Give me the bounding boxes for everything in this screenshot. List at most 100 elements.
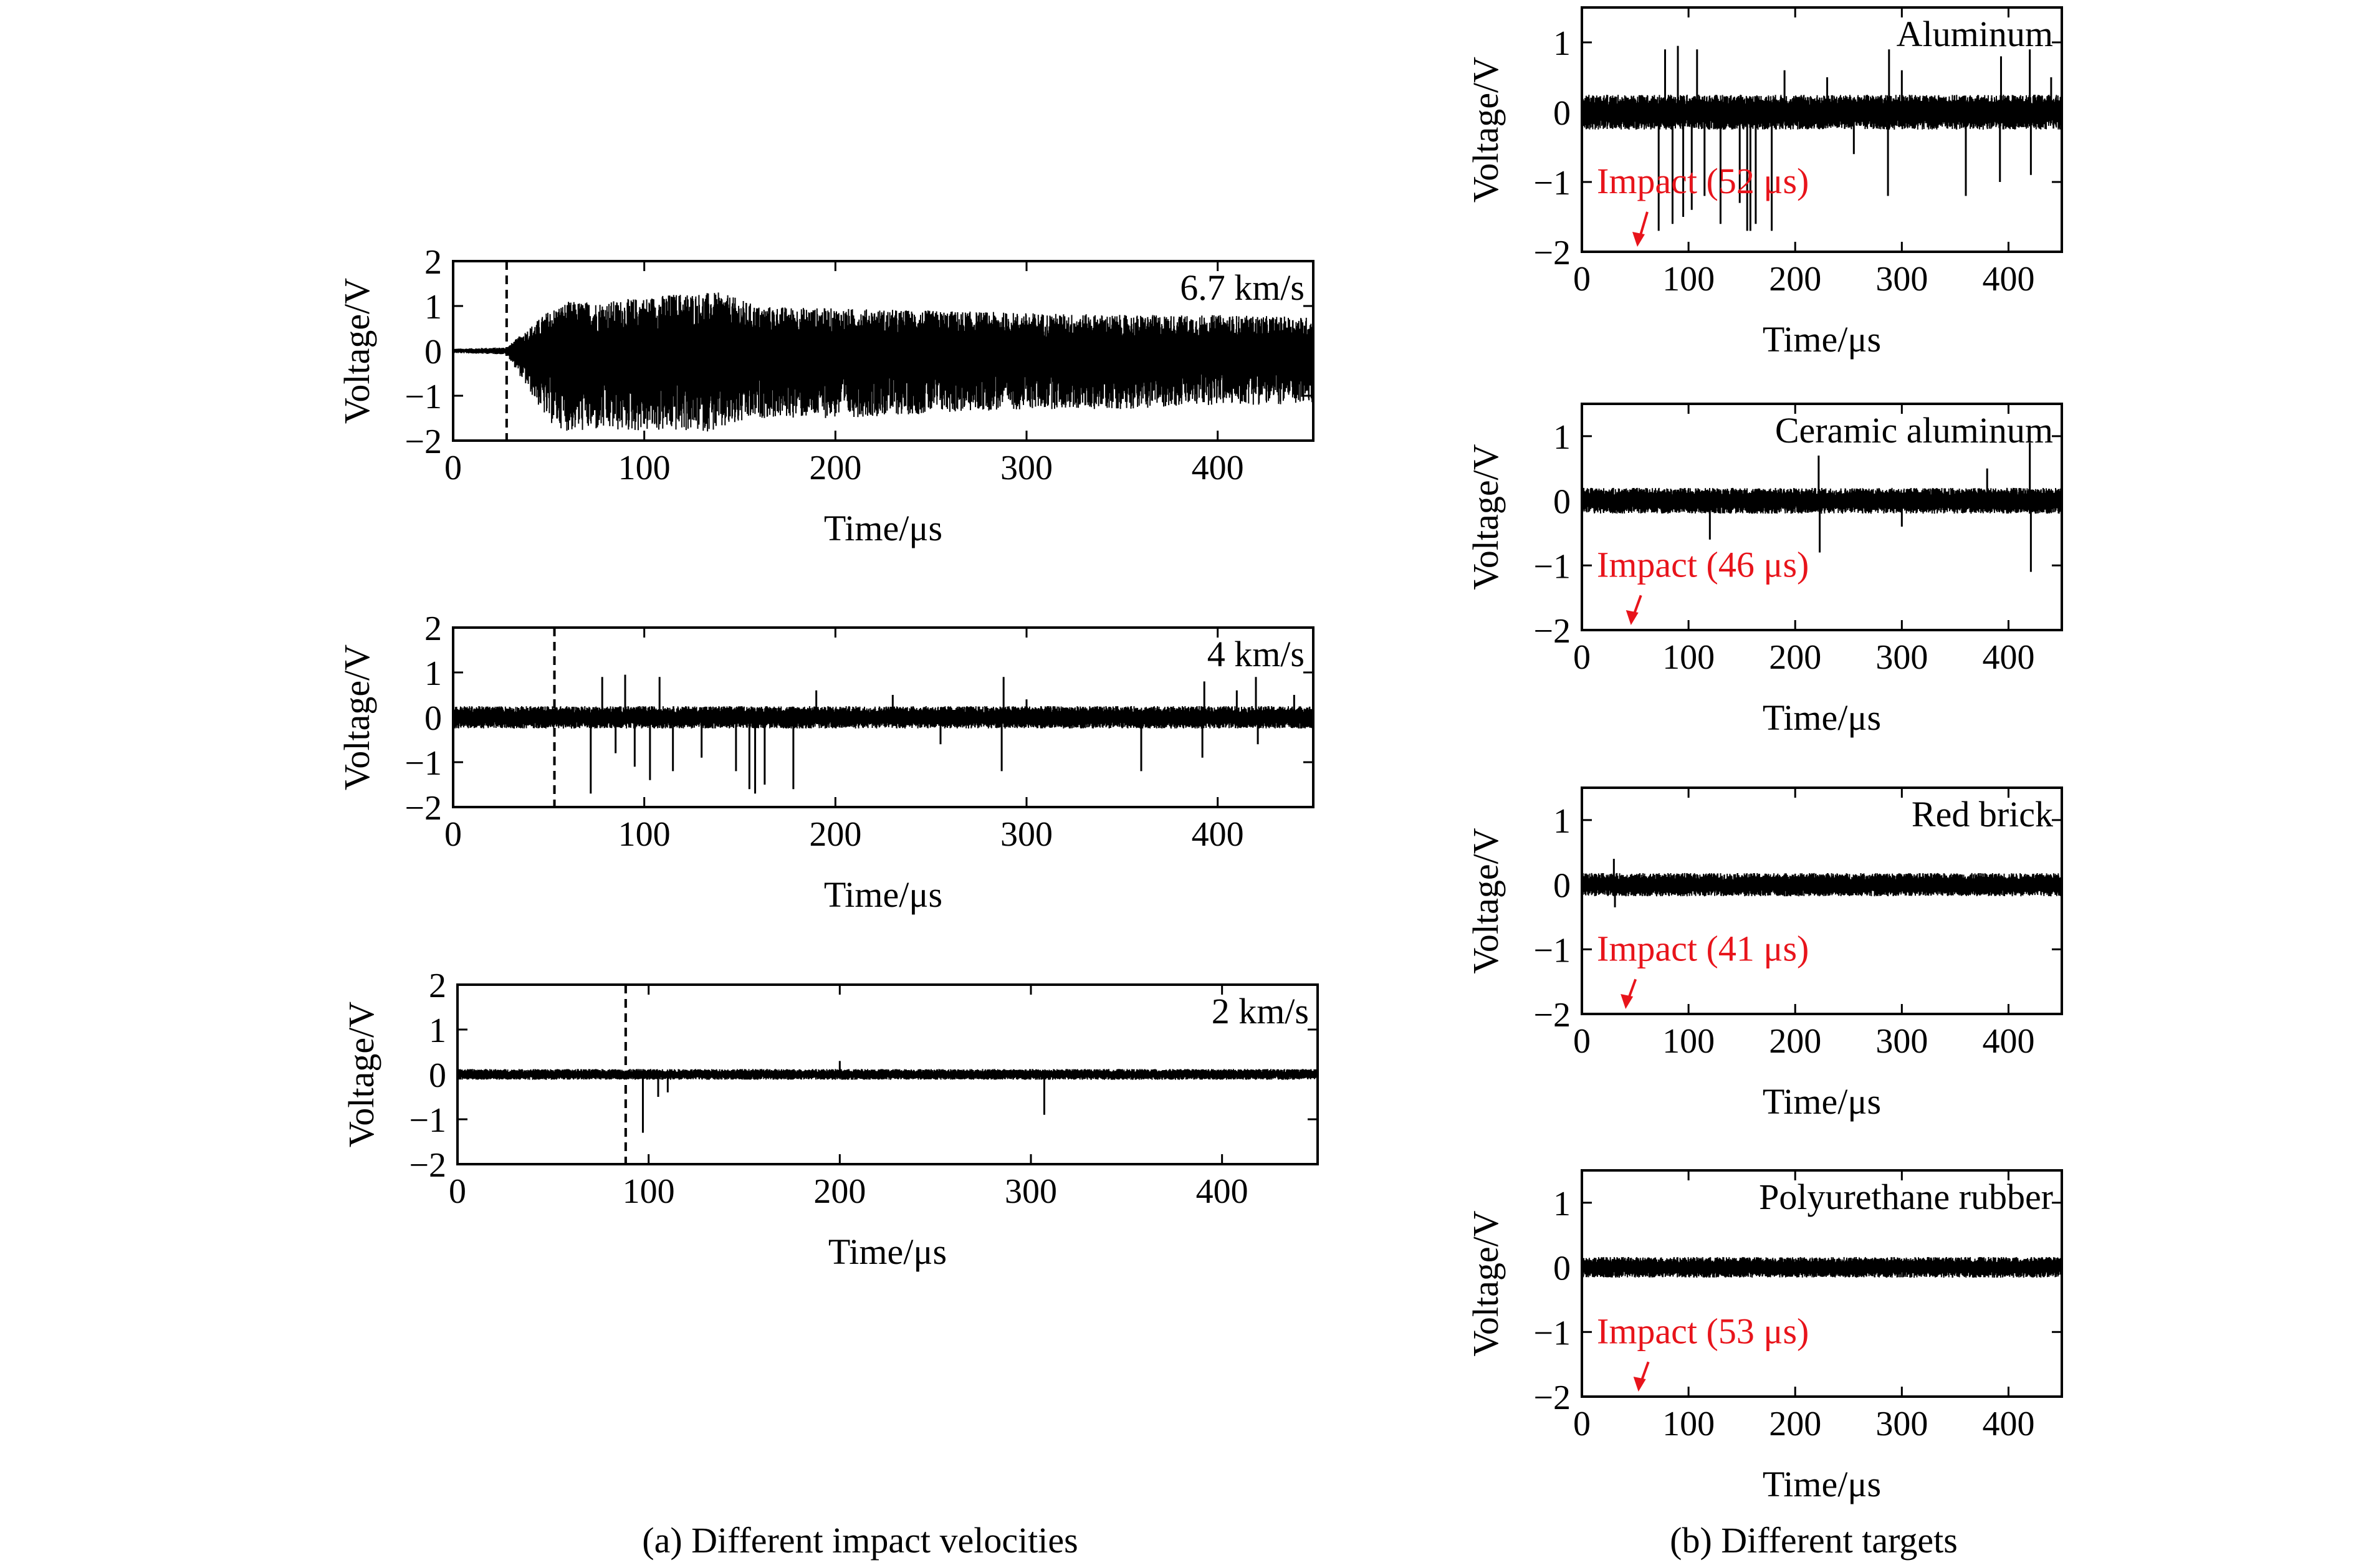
panel-label: 4 km/s [1207,634,1305,674]
panel-label: Red brick [1912,794,2053,834]
y-tick-label: −1 [409,1101,446,1140]
y-tick-label: −1 [1533,931,1571,970]
x-axis-label: Time/μs [824,508,942,548]
signal-trace [1581,487,2062,514]
y-tick-label: −2 [1533,1379,1571,1417]
chart-panel-5: 0 100 200 300 400 −2 −1 0 1 Time/μs Voltage/V Ceram… [1465,403,2063,738]
y-tick-label: 1 [1553,1185,1571,1223]
y-tick-label: 1 [424,288,442,327]
x-axis-label: Time/μs [1763,1081,1881,1122]
x-tick-label: 100 [623,1172,675,1211]
x-tick-label: 100 [618,815,671,854]
y-tick-label: 0 [1553,94,1571,133]
x-tick-label: 100 [618,449,671,487]
plot-frame [1581,6,2063,253]
y-axis-label: Voltage/V [1465,57,1506,203]
y-tick-label: −1 [405,378,442,416]
y-tick-label: 1 [1553,802,1571,841]
y-tick-label: 1 [429,1011,446,1050]
y-axis-label: Voltage/V [1465,828,1506,973]
y-tick-label: −2 [1533,996,1571,1035]
x-tick-label: 200 [1769,1405,1821,1443]
x-tick-label: 200 [1769,260,1821,299]
x-tick-label: 200 [813,1172,866,1211]
x-tick-label: 300 [1875,260,1928,299]
x-tick-label: 400 [1192,449,1244,487]
x-tick-label: 0 [449,1172,466,1211]
y-axis-label: Voltage/V [337,278,377,424]
x-tick-label: 300 [1000,815,1053,854]
y-tick-label: 0 [424,333,442,371]
y-tick-label: −2 [405,789,442,828]
y-tick-label: 0 [429,1056,446,1095]
x-tick-label: 400 [1982,1022,2034,1061]
caption-b: (b) Different targets [1670,1520,1958,1561]
x-tick-label: 300 [1875,1405,1928,1443]
x-tick-label: 100 [1662,1022,1715,1061]
signal-trace [1581,1257,2062,1278]
y-tick-label: 2 [429,967,446,1005]
x-tick-label: 200 [809,815,861,854]
x-tick-label: 0 [444,449,462,487]
x-tick-label: 300 [1875,1022,1928,1061]
x-tick-label: 0 [1573,260,1591,299]
y-tick-label: −1 [1533,1314,1571,1352]
plot-frame [1581,786,2063,1015]
x-tick-label: 300 [1000,449,1053,487]
y-tick-label: −1 [405,744,442,783]
x-tick-label: 100 [1662,638,1715,677]
y-tick-label: 0 [1553,867,1571,906]
y-tick-label: −2 [1533,612,1571,651]
x-tick-label: 0 [1573,1405,1591,1443]
impact-arrow-head [1621,994,1634,1009]
y-tick-label: 2 [424,610,442,648]
panel-label: 6.7 km/s [1180,267,1305,308]
x-axis-label: Time/μs [1763,697,1881,738]
signal-trace [453,292,1314,432]
x-tick-label: 400 [1196,1172,1248,1211]
y-tick-label: 0 [424,699,442,738]
y-tick-label: 0 [1553,483,1571,522]
y-tick-label: −2 [409,1146,446,1185]
y-tick-label: −2 [405,423,442,461]
x-tick-label: 300 [1005,1172,1057,1211]
impact-annotation: Impact (52 μs) [1597,161,1809,201]
x-tick-label: 0 [1573,638,1591,677]
y-tick-label: −1 [1533,164,1571,203]
y-axis-label: Voltage/V [341,1002,381,1147]
y-tick-label: 1 [424,654,442,693]
x-axis-label: Time/μs [828,1231,947,1272]
impact-annotation: Impact (46 μs) [1597,544,1809,585]
x-axis-label: Time/μs [1763,319,1881,360]
panel-label: Aluminum [1897,14,2053,54]
chart-panel-7: 0 100 200 300 400 −2 −1 0 1 Time/μs Voltage/V Polyu… [1465,1169,2063,1504]
x-tick-label: 100 [1662,1405,1715,1443]
x-tick-label: 100 [1662,260,1715,299]
x-tick-label: 400 [1982,638,2034,677]
chart-panel-6: 0 100 200 300 400 −2 −1 0 1 Time/μs Voltage/V Red b… [1465,786,2063,1122]
chart-panel-4: 0 100 200 300 400 −2 −1 0 1 Time/μs Voltage/V Alumi… [1465,6,2063,360]
y-tick-label: 0 [1553,1250,1571,1288]
x-tick-label: 400 [1192,815,1244,854]
y-tick-label: 1 [1553,24,1571,63]
panel-label: 2 km/s [1212,991,1309,1031]
y-axis-label: Voltage/V [1465,444,1506,590]
y-tick-label: 2 [424,243,442,282]
x-tick-label: 400 [1982,1405,2034,1443]
impact-arrow-head [1626,610,1639,625]
y-tick-label: 1 [1553,418,1571,457]
x-tick-label: 300 [1875,638,1928,677]
x-axis-label: Time/μs [824,874,942,915]
signal-trace [457,1069,1318,1080]
plot-frame [1581,1169,2063,1398]
y-axis-label: Voltage/V [1465,1210,1506,1356]
x-tick-label: 0 [1573,1022,1591,1061]
y-tick-label: −1 [1533,547,1571,586]
impact-arrow-head [1632,232,1645,247]
signal-trace [1581,872,2062,897]
